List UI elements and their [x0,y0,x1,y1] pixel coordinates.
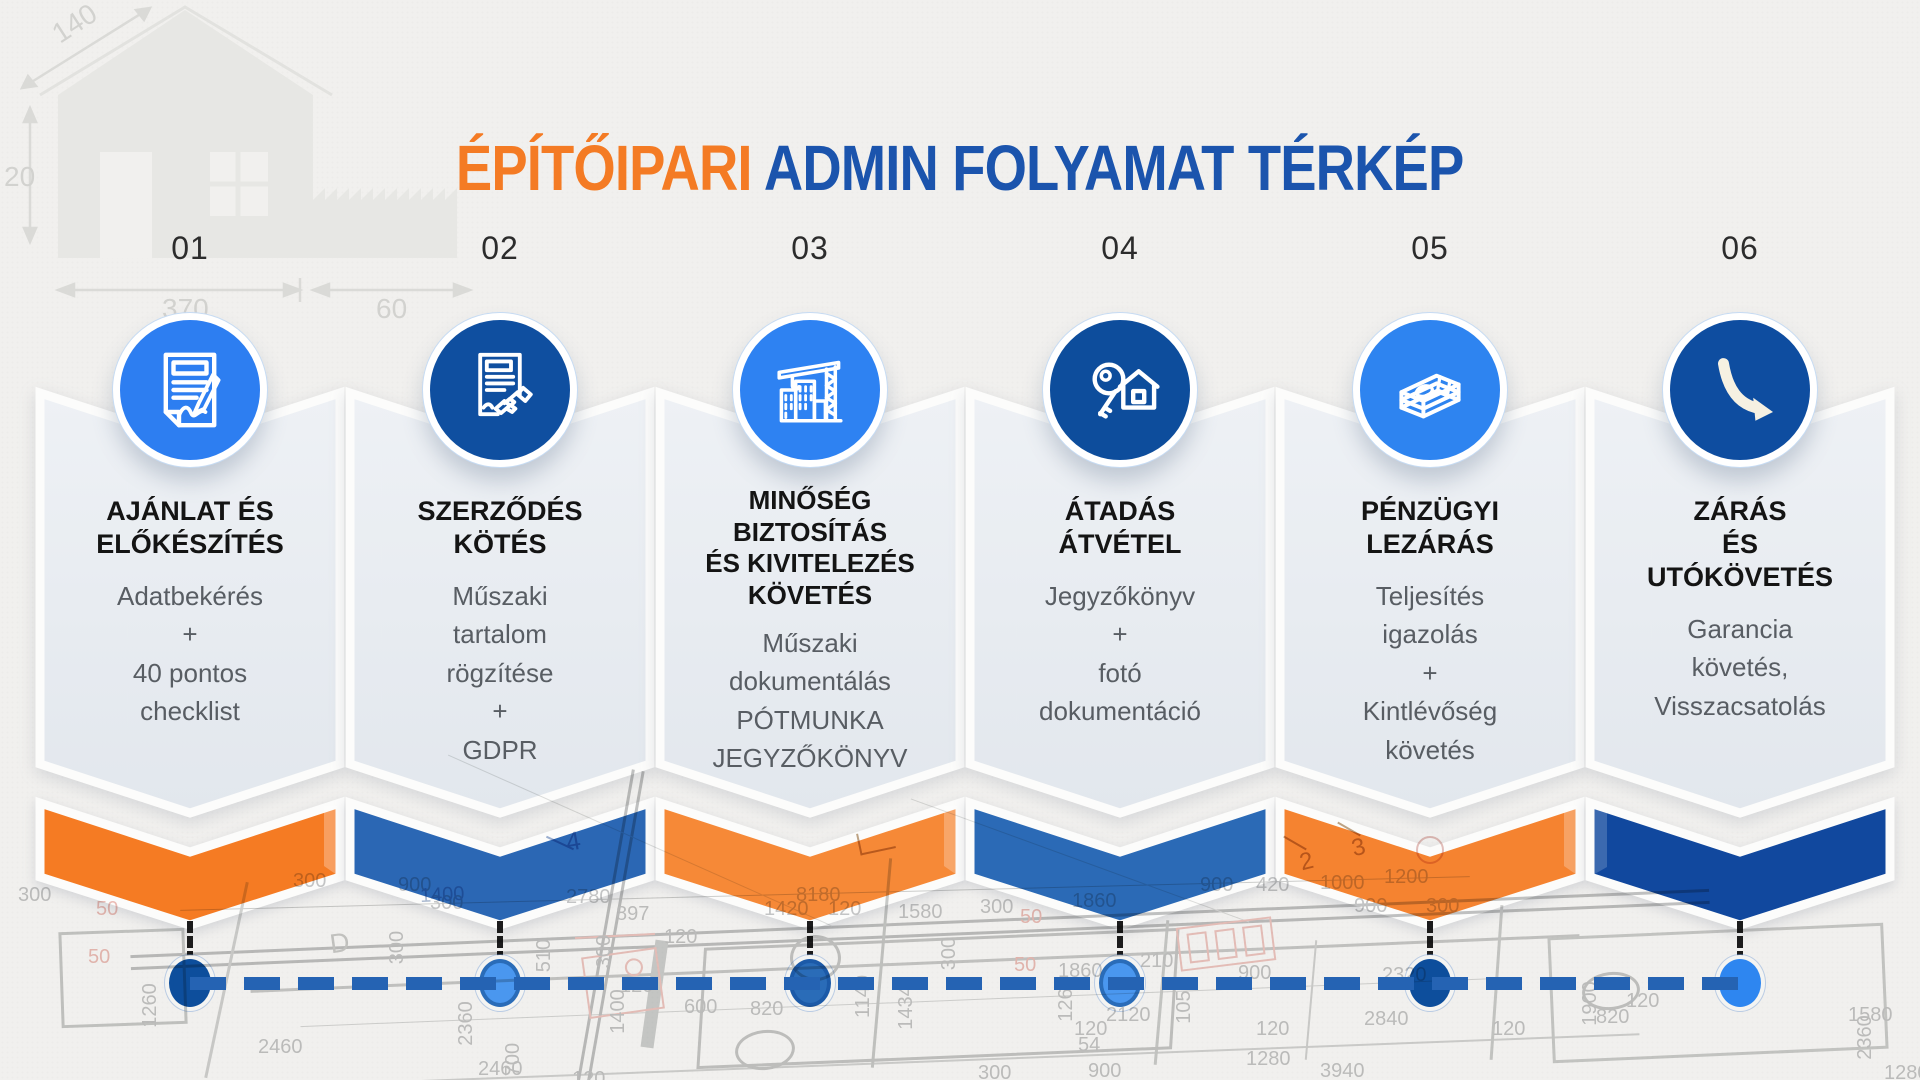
step-card: ZÁRÁS ÉS UTÓKÖVETÉS Garancia követés, Vi… [1585,386,1895,818]
step-icon-circle [1043,313,1197,467]
step-title: AJÁNLAT ÉS ELŐKÉSZÍTÉS [96,496,284,559]
connector-dashed-line [1427,921,1433,963]
money-stack-icon [1399,373,1461,419]
house-dim-side-label: 60 [376,293,407,324]
key-house-icon [1092,362,1160,419]
step-icon-circle [1353,313,1507,467]
process-steps-row: 01 AJÁNLAT ÉS [35,0,1895,1080]
page-title-orange: ÉPÍTŐIPARI [456,131,753,204]
chevron-arrow [655,796,965,930]
step-icon-circle [1663,313,1817,467]
connector-dashed-line [1737,921,1743,963]
step-description: Teljesítés igazolás + Kintlévőség követé… [1362,580,1498,765]
step-description: Műszaki dokumentálás PÓTMUNKA JEGYZŐKÖNY… [712,627,908,774]
step-icon-circle [423,313,577,467]
step-column-2: 02 [345,0,655,1080]
step-column-1: 01 AJÁNLAT ÉS [35,0,345,1080]
step-description: Adatbekérés + 40 pontos checklist [117,580,263,727]
chevron-arrow [965,796,1275,930]
step-number: 05 [1411,230,1449,266]
step-column-6: 06 ZÁRÁS ÉS UTÓKÖVETÉS Garancia követés,… [1585,0,1895,1080]
step-description: Műszaki tartalom rögzítése + GDPR [446,580,554,765]
contract-handshake-icon [478,352,533,417]
chevron-arrow [35,796,345,930]
contract-pen-icon [163,352,221,428]
step-title: PÉNZÜGYI LEZÁRÁS [1360,496,1500,559]
step-card: SZERZŐDÉS KÖTÉS Műszaki tartalom rögzíté… [345,386,655,818]
house-dim-wall-label: 20 [4,161,35,192]
step-card: MINŐSÉG BIZTOSÍTÁS ÉS KIVITELEZÉS KÖVETÉ… [655,386,965,818]
step-title: SZERZŐDÉS KÖTÉS [417,496,583,559]
step-title: MINŐSÉG BIZTOSÍTÁS ÉS KIVITELEZÉS KÖVETÉ… [705,485,915,611]
chevron-arrow [345,796,655,930]
step-title: ZÁRÁS ÉS UTÓKÖVETÉS [1646,496,1834,592]
arrow-curve-icon [1718,358,1773,421]
connector-dashed-line [807,921,813,963]
page-title: ÉPÍTŐIPARI ADMIN FOLYAMAT TÉRKÉP [0,131,1920,205]
step-icon-circle [113,313,267,467]
step-number: 04 [1101,230,1139,266]
chevron-arrow [1585,796,1895,930]
crane-buildings-icon [777,360,843,423]
timeline-dashed-line [190,977,1740,990]
step-description: Jegyzőkönyv + fotó dokumentáció [1039,580,1201,727]
step-card: AJÁNLAT ÉS ELŐKÉSZÍTÉS Adatbekérés + 40 … [35,386,345,818]
step-number: 06 [1721,230,1759,266]
step-description: Garancia követés, Visszacsatolás [1654,613,1826,721]
step-number: 01 [171,230,209,266]
house-sketch: 140 20 370 60 [4,0,474,324]
step-number: 03 [791,230,829,266]
step-title: ÁTADÁS ÁTVÉTEL [1058,496,1182,559]
step-number: 02 [481,230,519,266]
step-column-5: 05 PÉNZÜGYI L [1275,0,1585,1080]
connector-dashed-line [187,921,193,963]
step-column-3: 03 [655,0,965,1080]
step-icon-circle [733,313,887,467]
step-column-4: 04 ÁTADÁS ÁTV [965,0,1275,1080]
connector-dashed-line [1117,921,1123,963]
step-card: PÉNZÜGYI LEZÁRÁS Teljesítés igazolás + K… [1275,386,1585,818]
chevron-arrow [1275,796,1585,930]
connector-dashed-line [497,921,503,963]
page-title-blue: ADMIN FOLYAMAT TÉRKÉP [764,131,1464,204]
